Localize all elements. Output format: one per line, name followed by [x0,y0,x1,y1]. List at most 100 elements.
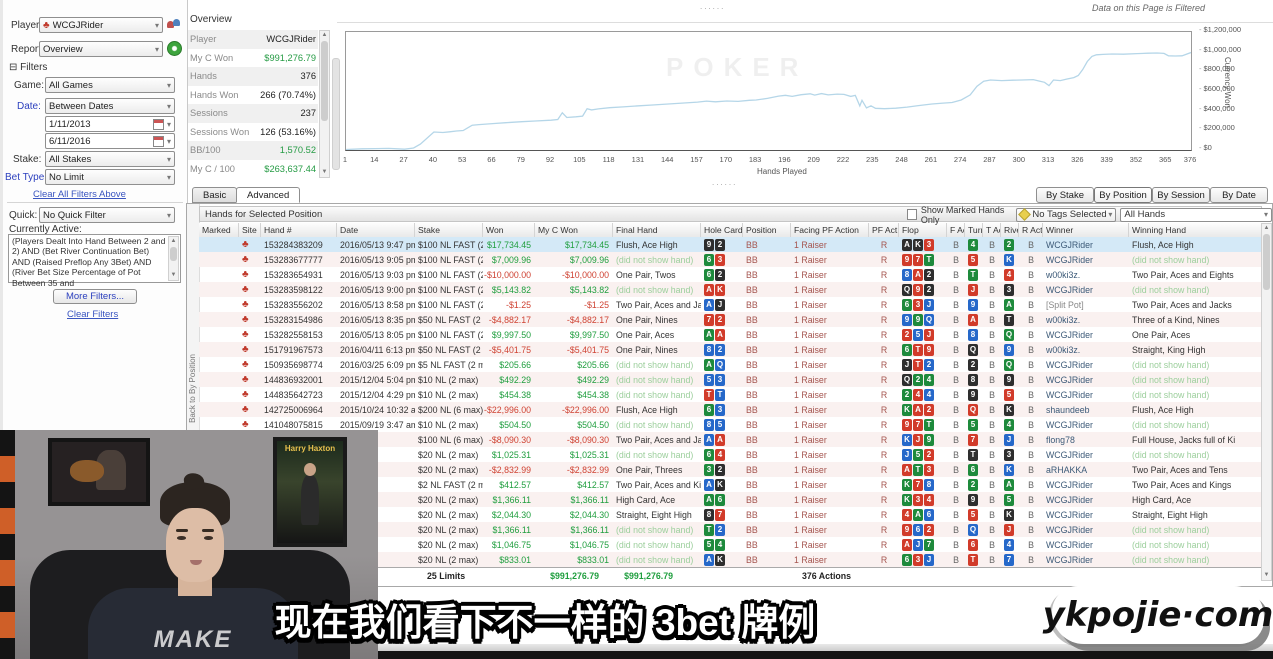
table-row[interactable]: ♣ 153283598122 2016/05/13 9:00 pm $100 NL F… [199,282,1263,297]
scroll-down-icon[interactable]: ▼ [321,169,328,175]
site-icon[interactable]: ♣ [242,404,249,415]
calendar-icon[interactable] [152,135,164,147]
column-header-marked[interactable]: Marked [199,223,239,237]
hands-filter-dropdown[interactable]: All Hands ▾ [1120,207,1272,222]
more-filters-button[interactable]: More Filters... [53,289,137,304]
site-icon[interactable]: ♣ [242,389,249,400]
column-header-date[interactable]: Date [337,223,415,237]
view-button-by-position[interactable]: By Position [1094,187,1152,203]
collapse-handle-icon[interactable]: ...... [700,2,726,11]
column-header-t-act[interactable]: T Act [983,223,1001,237]
splitter-handle-icon[interactable]: ...... [712,178,738,187]
column-header-winner[interactable]: Winner [1043,223,1129,237]
table-row[interactable]: ♣ 144836932001 2015/12/04 5:04 pm $10 NL (2… [199,372,1263,387]
scroll-down-icon[interactable]: ▼ [170,272,177,278]
refresh-report-icon[interactable] [167,41,182,56]
table-row[interactable]: ♣$20 NL (2 max)$2,044.30$2,044.30Straigh… [199,507,1263,522]
table-row[interactable]: ♣ 150935698774 2016/03/25 6:09 pm $5 NL FAS… [199,357,1263,372]
table-row[interactable]: ♣ 144835642723 2015/12/04 4:29 pm $10 NL (2… [199,387,1263,402]
column-header-final-hand[interactable]: Final Hand [613,223,701,237]
site-icon[interactable]: ♣ [242,299,249,310]
player-dropdown[interactable]: ♣ WCGJRider ▾ [39,17,163,33]
column-header-pf-act[interactable]: PF Act [869,223,899,237]
active-filter-textbox[interactable]: (Players Dealt Into Hand Between 2 and 2… [8,234,181,288]
table-row[interactable]: ♣ 153283556202 2016/05/13 8:58 pm $100 NL F… [199,297,1263,312]
table-row[interactable]: ♣ 153282558153 2016/05/13 8:05 pm $100 NL F… [199,327,1263,342]
bet-type-dropdown[interactable]: No Limit ▾ [45,169,175,185]
site-icon[interactable]: ♣ [242,239,249,250]
column-header-facing-pf-action[interactable]: Facing PF Action [791,223,869,237]
table-row[interactable]: ♣ 153283677777 2016/05/13 9:05 pm $100 NL F… [199,252,1263,267]
table-row[interactable]: ♣ 153284383209 2016/05/13 9:47 pm $100 NL F… [199,237,1263,252]
table-row[interactable]: ♣ 151791967573 2016/04/11 6:13 pm $50 NL FA… [199,342,1263,357]
site-icon[interactable]: ♣ [242,359,249,370]
column-header-hole-cards[interactable]: Hole Cards [701,223,743,237]
scroll-up-icon[interactable]: ▲ [170,238,177,244]
scroll-up-icon[interactable]: ▲ [1263,225,1270,231]
stake-dropdown[interactable]: All Stakes ▾ [45,151,175,167]
panel-splitter-handle[interactable] [332,58,340,170]
scroll-down-icon[interactable]: ▼ [1263,572,1270,578]
back-to-by-position-label[interactable]: Back to By Position [188,354,197,423]
column-header-site[interactable]: Site [239,223,261,237]
column-header-stake[interactable]: Stake [415,223,483,237]
site-icon[interactable]: ♣ [242,344,249,355]
site-icon[interactable]: ♣ [242,374,249,385]
game-dropdown[interactable]: All Games ▾ [45,77,175,93]
table-row[interactable]: ♣$20 NL (2 max)$1,046.75$1,046.75(did no… [199,537,1263,552]
date-to-input[interactable]: 6/11/2016 ▾ [45,133,175,149]
view-button-by-date[interactable]: By Date [1210,187,1268,203]
column-header-won[interactable]: Won [483,223,535,237]
column-header-winning-hand[interactable]: Winning Hand [1129,223,1263,237]
view-button-by-session[interactable]: By Session [1152,187,1210,203]
tags-dropdown[interactable]: No Tags Selected ▾ [1016,207,1117,222]
report-dropdown[interactable]: Overview ▾ [39,41,163,57]
table-row[interactable]: ♣$20 NL (2 max)$1,366.11$1,366.11(did no… [199,522,1263,537]
column-header-turn[interactable]: Turn [965,223,983,237]
column-header-my-c-won[interactable]: My C Won [535,223,613,237]
filters-section-toggle[interactable]: ⊟ Filters [9,62,48,73]
calendar-icon[interactable] [152,118,164,130]
column-header-hand-#[interactable]: Hand # [261,223,337,237]
column-header-r-act[interactable]: R Act [1019,223,1043,237]
view-button-by-stake[interactable]: By Stake [1036,187,1094,203]
bet-type-label[interactable]: Bet Type: [5,172,48,183]
date-mode-dropdown[interactable]: Between Dates ▾ [45,98,175,114]
scroll-thumb[interactable] [321,41,328,121]
column-header-f-act[interactable]: F Act [947,223,965,237]
overview-scrollbar[interactable]: ▲ ▼ [319,30,330,178]
scroll-thumb[interactable] [170,247,177,261]
chart-plot-area: POKER [345,31,1192,151]
cell-pf: R [880,344,888,355]
table-row[interactable]: ♣$20 NL (2 max)$833.01$833.01(did not sh… [199,552,1263,567]
active-filter-scrollbar[interactable]: ▲ ▼ [168,236,179,281]
site-icon[interactable]: ♣ [242,254,249,265]
clear-all-filters-link[interactable]: Clear All Filters Above [33,189,126,200]
site-icon[interactable]: ♣ [242,314,249,325]
date-from-input[interactable]: 1/11/2013 ▾ [45,116,175,132]
table-row[interactable]: ♣$100 NL (6 max)-$8,090.30-$8,090.30Two … [199,432,1263,447]
column-header-position[interactable]: Position [743,223,791,237]
site-icon[interactable]: ♣ [242,284,249,295]
clear-filters-link[interactable]: Clear Filters [67,309,119,320]
scroll-up-icon[interactable]: ▲ [321,32,328,38]
show-marked-checkbox[interactable] [907,209,917,220]
table-scrollbar[interactable]: ▲ ▼ [1261,223,1272,581]
column-header-flop[interactable]: Flop [899,223,947,237]
tab-basic[interactable]: Basic [192,187,238,203]
column-header-river[interactable]: River [1001,223,1019,237]
tab-advanced[interactable]: Advanced [236,187,301,203]
table-row[interactable]: ♣ 142725006964 2015/10/24 10:32 am $200 NL … [199,402,1263,417]
scroll-thumb[interactable] [1263,234,1270,290]
site-icon[interactable]: ♣ [242,269,249,280]
table-row[interactable]: ♣ 153283154986 2016/05/13 8:35 pm $50 NL FA… [199,312,1263,327]
table-row[interactable]: ♣ 153283654931 2016/05/13 9:03 pm $100 NL F… [199,267,1263,282]
site-icon[interactable]: ♣ [242,419,249,430]
table-row[interactable]: ♣ 141048075815 2015/09/19 3:47 am $10 NL (2… [199,417,1263,432]
quick-filter-dropdown[interactable]: No Quick Filter ▾ [39,207,175,223]
date-label[interactable]: Date: [17,101,41,112]
site-icon[interactable]: ♣ [242,329,249,340]
